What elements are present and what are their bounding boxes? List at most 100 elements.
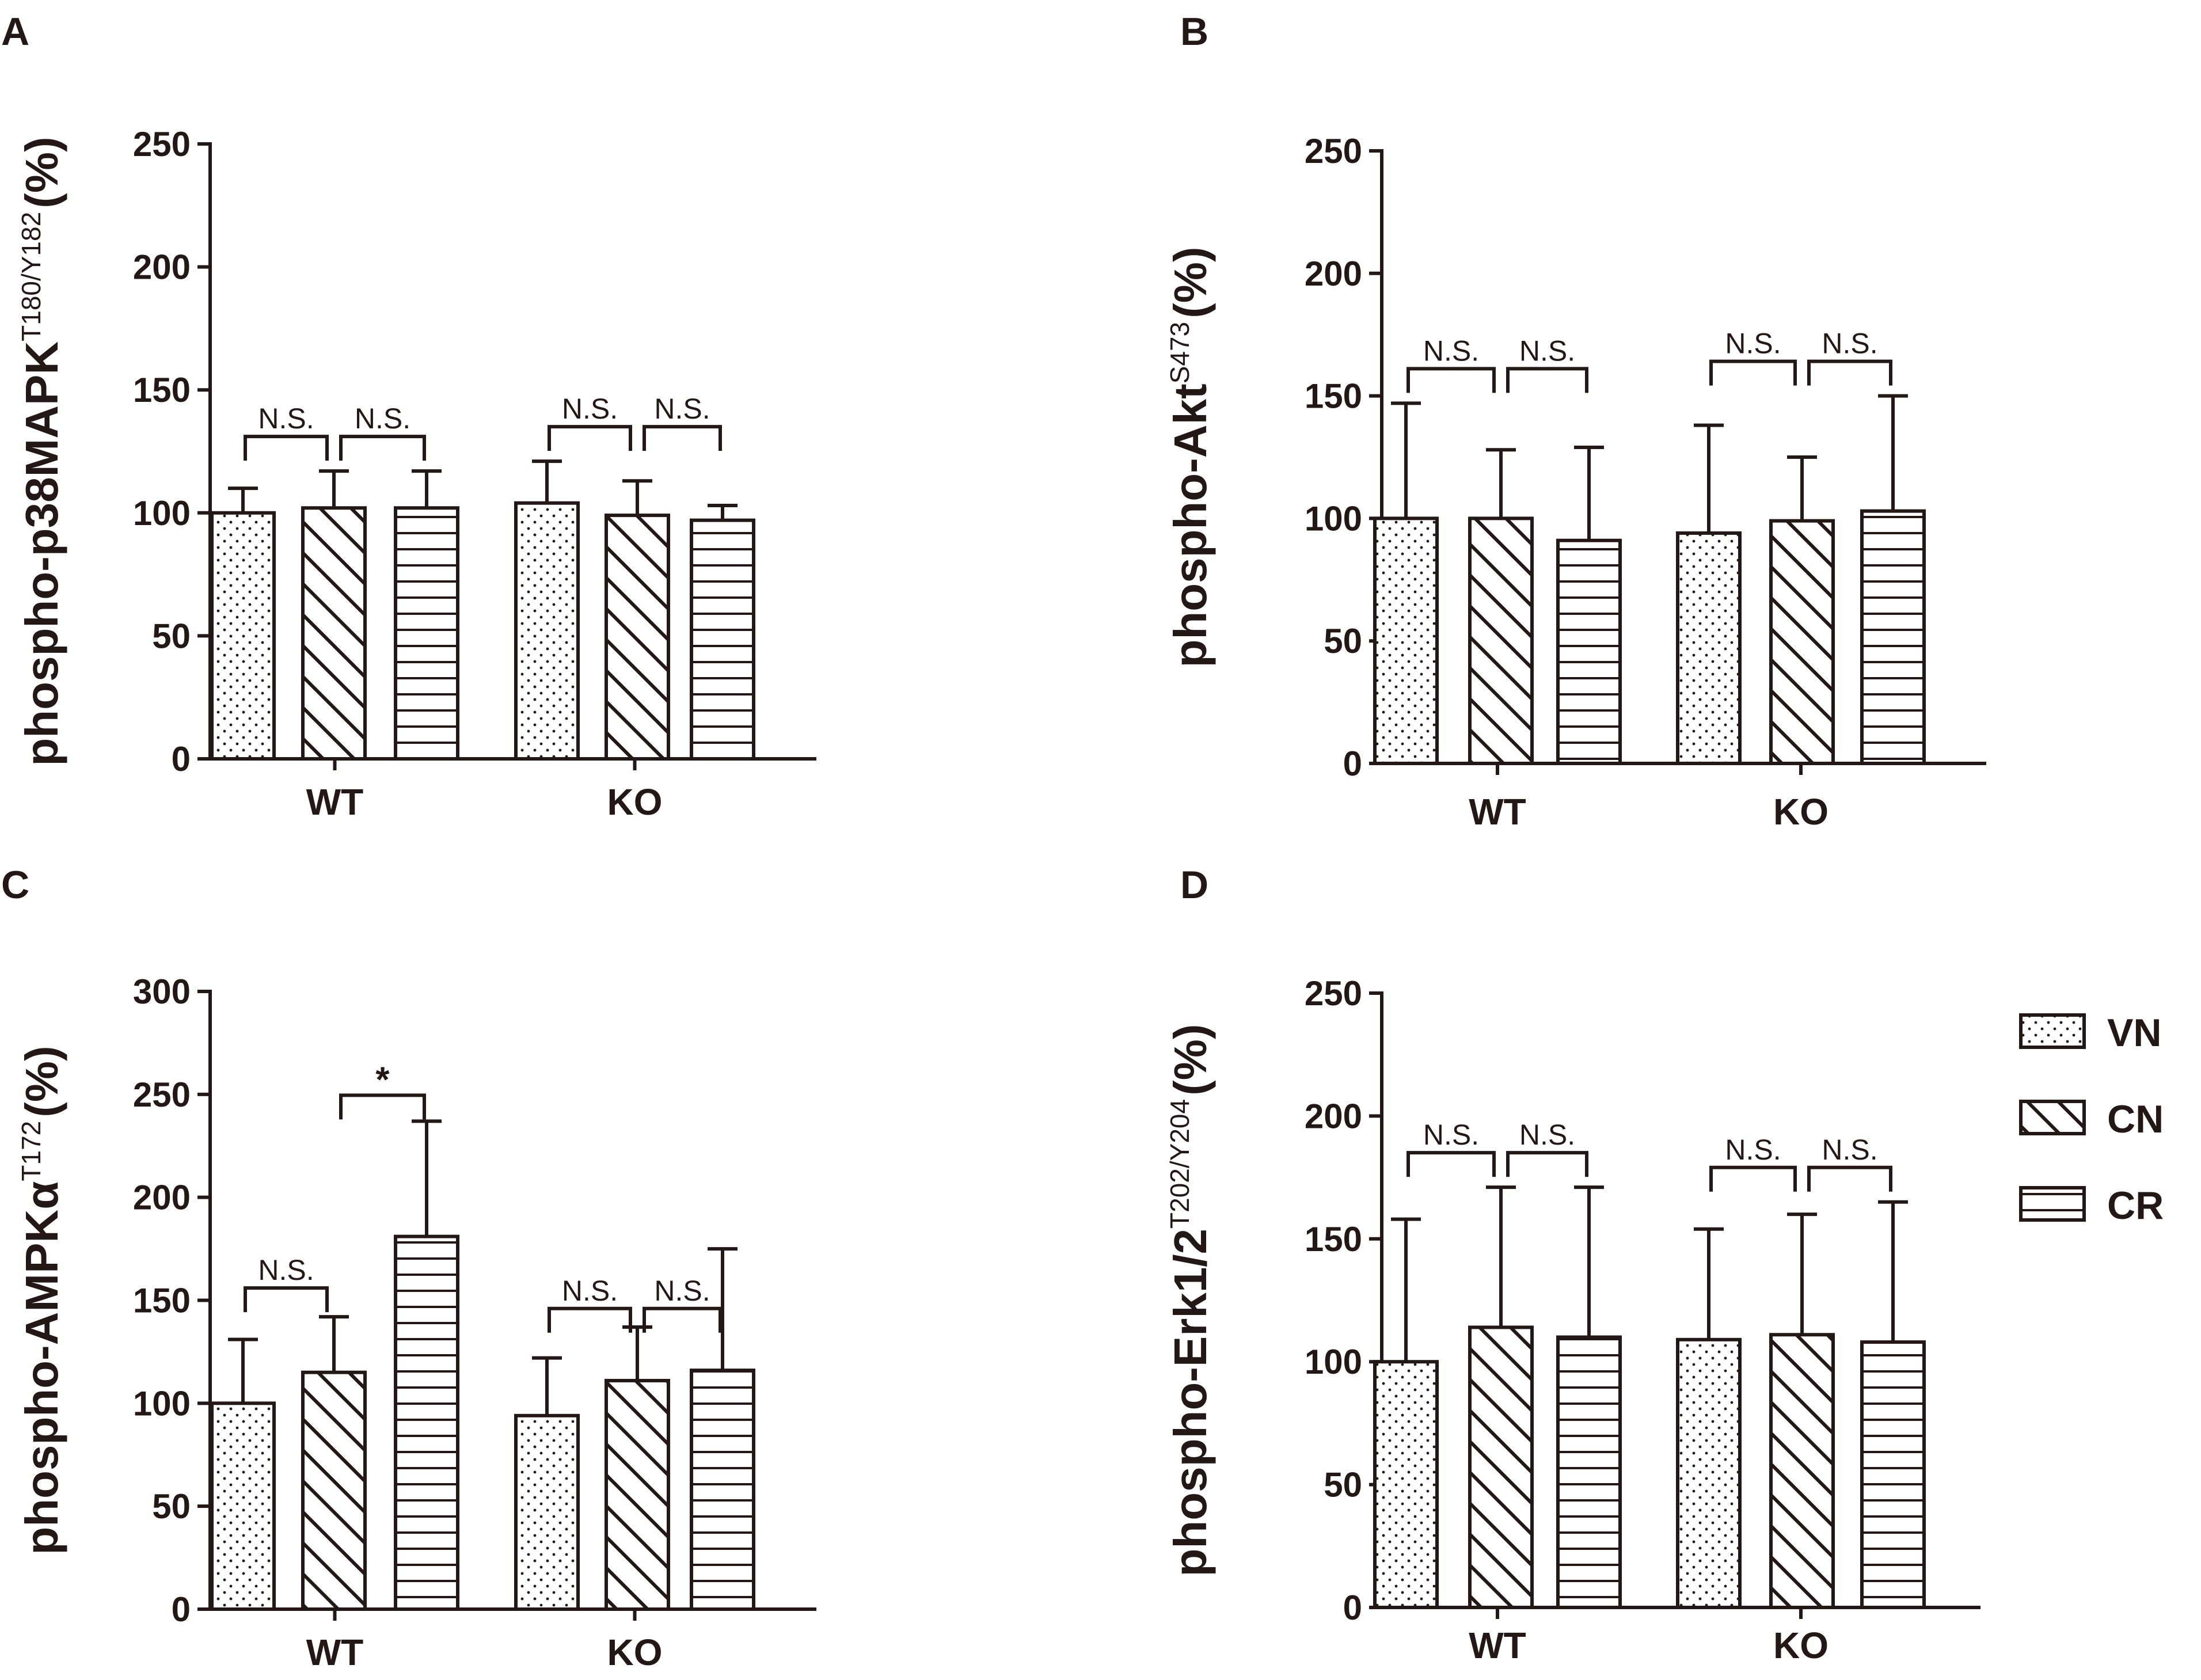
significance-label: N.S. [258,402,314,435]
bar-ko-cn [1769,1333,1835,1609]
significance-label: N.S. [355,402,410,435]
bar-wt-cn [1468,516,1534,766]
significance-label: N.S. [1423,335,1479,367]
significance-bracket [1807,359,1892,386]
significance-label: N.S. [654,1275,710,1307]
bar-wt-cr [394,1234,459,1611]
y-tick-label: 150 [1305,1220,1362,1259]
significance-bracket [1506,367,1588,393]
bar-wt-cr [394,506,459,761]
y-tick-label: 0 [1343,744,1362,783]
bar-wt-cr [1556,1335,1622,1610]
significance-bracket [1709,1165,1797,1192]
significance-bracket [548,425,632,451]
bar-wt-cn [1468,1325,1534,1609]
x-category-label: KO [1773,1625,1829,1666]
y-tick-label: 50 [1324,622,1362,660]
y-axis-title-main: phospho-Akt [1165,383,1216,667]
bar-wt-vn [210,511,276,761]
significance-bracket [548,1306,632,1333]
x-category-label: KO [607,1632,663,1673]
y-axis-title-main: phospho-p38MAPK [16,341,67,766]
significance-label: N.S. [1519,1119,1575,1151]
y-tick-label: 150 [1305,377,1362,416]
y-tick-label: 200 [1305,254,1362,293]
bar-ko-cr [1860,509,1926,766]
y-axis-title-main: phospho-Erk1/2 [1165,1229,1216,1577]
y-tick-label: 0 [172,1590,191,1629]
bar-ko-vn [1676,1337,1742,1610]
bar-ko-cr [690,518,755,761]
x-category-label: WT [1469,791,1526,833]
significance-label: N.S. [654,393,710,425]
y-tick-label: 150 [133,1282,191,1320]
x-category-label: WT [306,1632,364,1673]
y-tick-label: 250 [1305,974,1362,1013]
significance-label: N.S. [258,1254,314,1286]
legend-label: CR [2107,1184,2164,1227]
y-tick-label: 250 [1305,132,1362,170]
bar-ko-vn [514,1413,580,1611]
bar-ko-cr [690,1369,755,1611]
x-category-label: WT [306,781,364,823]
bar-ko-vn [514,501,580,761]
bar-ko-cn [1769,519,1835,765]
y-axis-title-main: phospho-AMPKα [16,1181,67,1555]
y-axis-title-unit: (%) [16,1046,67,1117]
panel-letter: D [1180,863,1208,907]
significance-label: N.S. [1822,328,1877,360]
bar-wt-cn [301,506,367,761]
significance-bracket [1406,367,1496,393]
x-category-label: KO [1773,791,1829,833]
y-tick-label: 200 [133,1179,191,1217]
significance-label: N.S. [1725,328,1781,360]
y-tick-label: 50 [152,1487,191,1526]
y-axis-title: phospho-AktS473 (%) [1165,246,1216,667]
bar-wt-vn [1373,516,1439,766]
bar-wt-cr [1556,538,1622,765]
y-tick-label: 100 [133,494,191,533]
bar-ko-cr [1860,1340,1926,1609]
significance-bracket [244,1286,329,1313]
y-axis-title-unit: (%) [16,136,67,208]
y-axis-title-superscript: T172 [16,1121,46,1181]
y-axis-title: phospho-p38MAPKT180/Y182 (%) [16,136,67,766]
y-tick-label: 200 [133,248,191,287]
y-axis-title-superscript: S473 [1165,322,1195,383]
significance-bracket [643,425,722,451]
significance-bracket [1709,359,1797,386]
legend-swatch-cr [2019,1186,2086,1222]
y-tick-label: 250 [133,1075,191,1114]
bar-ko-cn [605,1378,670,1611]
significance-bracket [339,1093,426,1120]
y-axis-title-unit: (%) [1165,1024,1216,1095]
significance-bracket [1406,1151,1496,1177]
y-tick-label: 0 [1343,1588,1362,1627]
significance-star: * [375,1060,390,1100]
y-axis-title: phospho-Erk1/2T202/Y204 (%) [1165,1024,1216,1576]
significance-label: N.S. [1822,1134,1877,1166]
significance-bracket [244,435,329,461]
y-tick-label: 100 [133,1384,191,1423]
y-axis-title-superscript: T202/Y204 [1165,1099,1195,1229]
legend-swatch-cn [2019,1100,2086,1135]
bar-wt-vn [210,1401,276,1611]
y-tick-label: 200 [1305,1097,1362,1135]
panel-letter: B [1180,10,1208,54]
legend-item-vn: VN [2019,1011,2161,1055]
significance-label: N.S. [1423,1119,1479,1151]
significance-bracket [339,435,426,461]
y-tick-label: 100 [1305,1343,1362,1381]
legend-label: CN [2107,1097,2164,1141]
significance-label: N.S. [1725,1134,1781,1166]
y-tick-label: 100 [1305,499,1362,538]
bar-wt-cn [301,1370,367,1611]
y-axis-title-superscript: T180/Y182 [16,212,46,341]
significance-bracket [643,1306,722,1333]
